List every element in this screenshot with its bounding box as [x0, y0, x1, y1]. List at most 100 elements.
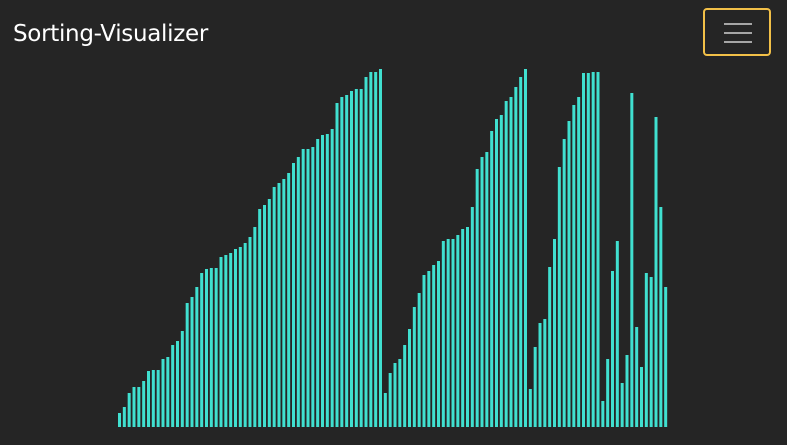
array-bar — [374, 72, 378, 427]
array-bar — [151, 370, 155, 427]
array-bar — [316, 139, 320, 427]
array-bar — [495, 119, 498, 427]
brand-title[interactable]: Sorting-Visualizer — [13, 21, 208, 47]
array-bar — [277, 183, 281, 427]
array-bar — [272, 187, 276, 427]
array-bar — [480, 157, 484, 427]
array-bar — [548, 267, 552, 427]
array-bar — [398, 359, 402, 427]
array-bar — [350, 91, 353, 427]
array-bar — [369, 72, 373, 427]
array-bar — [461, 229, 465, 427]
hamburger-icon — [724, 23, 752, 25]
array-bar — [538, 323, 542, 427]
array-bar — [664, 287, 668, 427]
array-bar — [635, 327, 639, 427]
array-bar — [557, 167, 561, 427]
array-bar — [287, 173, 291, 427]
array-bar — [209, 268, 213, 427]
array-bar — [412, 307, 416, 427]
array-bar — [354, 89, 358, 427]
array-bar — [321, 135, 324, 427]
array-bar — [142, 381, 146, 427]
array-bar — [180, 331, 184, 427]
array-bar — [176, 341, 179, 427]
array-bar — [185, 303, 189, 427]
array-bar — [306, 149, 310, 427]
array-bar — [137, 387, 141, 427]
array-bar — [359, 89, 363, 427]
array-bar — [533, 347, 537, 427]
array-bar — [514, 87, 518, 427]
array-bar — [441, 241, 445, 427]
array-bar — [345, 95, 349, 427]
array-bar — [190, 297, 194, 427]
array-bar — [132, 387, 136, 427]
array-bar — [519, 77, 523, 427]
array-bar — [630, 93, 634, 427]
array-bar — [403, 345, 407, 427]
array-bar — [466, 227, 469, 427]
array-bar — [408, 329, 411, 427]
array-bar — [156, 370, 160, 427]
array-bar — [122, 407, 126, 427]
array-bar — [282, 179, 286, 427]
array-bar — [243, 243, 247, 427]
array-bar — [238, 247, 242, 427]
array-bar — [388, 373, 392, 427]
array-bar — [292, 163, 295, 427]
array-bar — [219, 257, 223, 427]
array-bar — [625, 355, 629, 427]
array-bar — [147, 371, 150, 427]
array-bar — [205, 269, 208, 427]
array-bar — [562, 139, 566, 427]
menu-toggle-button[interactable] — [703, 8, 771, 56]
array-bar — [379, 69, 382, 427]
array-bar — [335, 103, 339, 427]
array-bar — [640, 367, 643, 427]
array-bar — [451, 239, 455, 427]
array-bar — [543, 319, 547, 427]
array-bar — [582, 73, 585, 427]
array-bar — [248, 237, 252, 427]
array-bar — [330, 129, 334, 427]
array-bar — [311, 147, 315, 427]
array-bar — [659, 207, 663, 427]
array-bar — [393, 363, 397, 427]
array-bar — [644, 273, 648, 427]
array-bar — [432, 265, 436, 427]
array-bar — [490, 131, 494, 427]
array-bar — [253, 227, 257, 427]
array-bar — [258, 209, 262, 427]
array-bar — [591, 72, 595, 427]
array-bar — [383, 393, 387, 427]
array-bar — [504, 101, 508, 427]
array-bar — [611, 271, 614, 427]
array-bar — [470, 207, 474, 427]
array-bar — [446, 239, 450, 427]
array-bar — [577, 97, 581, 427]
array-bar — [267, 199, 271, 427]
array-bar — [161, 359, 165, 427]
array-bar — [499, 115, 503, 427]
array-bar — [325, 134, 329, 427]
array-bar — [340, 97, 344, 427]
hamburger-icon-line — [724, 41, 752, 43]
navbar: Sorting-Visualizer — [0, 0, 787, 64]
array-bar — [475, 169, 479, 427]
array-bar — [296, 157, 300, 427]
array-bar — [615, 241, 619, 427]
array-bar — [200, 273, 204, 427]
array-bar — [567, 121, 571, 427]
array-bar — [437, 261, 440, 427]
array-bar — [485, 152, 489, 427]
array-bar — [620, 383, 624, 427]
array-bar — [171, 345, 175, 427]
array-bar — [214, 268, 218, 427]
array-bar — [456, 235, 460, 427]
array-bar — [166, 357, 170, 427]
array-bar — [572, 105, 576, 427]
array-bar — [234, 249, 237, 427]
array-bar — [553, 239, 556, 427]
array-bar — [301, 149, 305, 427]
